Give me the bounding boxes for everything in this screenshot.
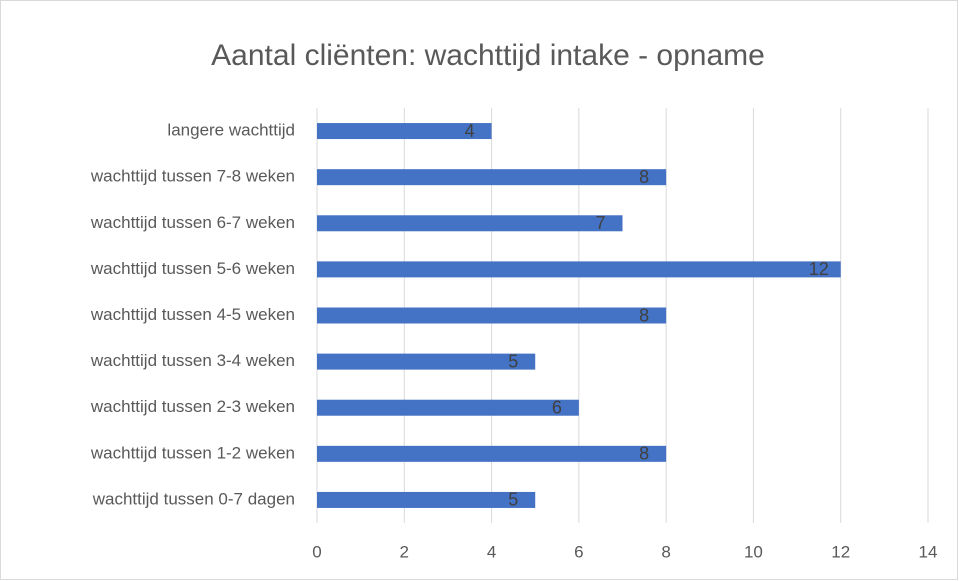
x-tick-label: 8 xyxy=(661,542,670,561)
x-tick-label: 10 xyxy=(744,542,763,561)
bar xyxy=(317,215,623,232)
data-label: 7 xyxy=(595,213,605,233)
bar xyxy=(317,261,841,278)
data-label: 8 xyxy=(639,444,649,464)
bar xyxy=(317,445,667,462)
x-tick-label: 12 xyxy=(831,542,850,561)
bar xyxy=(317,399,579,416)
y-tick-label: wachttijd tussen 3-4 weken xyxy=(90,351,295,370)
y-tick-label: wachttijd tussen 1-2 weken xyxy=(90,443,295,462)
data-label: 8 xyxy=(639,305,649,325)
bar xyxy=(317,307,667,324)
data-label: 5 xyxy=(508,351,518,371)
x-tick-label: 4 xyxy=(487,542,496,561)
x-tick-label: 0 xyxy=(312,542,321,561)
bar xyxy=(317,491,536,508)
bar xyxy=(317,353,536,370)
x-tick-label: 14 xyxy=(919,542,938,561)
x-tick-label: 6 xyxy=(574,542,583,561)
y-tick-label: wachttijd tussen 5-6 weken xyxy=(90,259,295,278)
data-label: 8 xyxy=(639,167,649,187)
y-tick-label: langere wachttijd xyxy=(167,121,295,140)
y-tick-label: wachttijd tussen 6-7 weken xyxy=(90,213,295,232)
y-tick-label: wachttijd tussen 7-8 weken xyxy=(90,167,295,186)
bar xyxy=(317,169,667,186)
y-tick-label: wachttijd tussen 0-7 dagen xyxy=(92,489,295,508)
chart-title: Aantal cliënten: wachttijd intake - opna… xyxy=(211,39,765,72)
data-label: 6 xyxy=(552,397,562,417)
data-label: 12 xyxy=(809,259,829,279)
y-tick-label: wachttijd tussen 4-5 weken xyxy=(90,305,295,324)
data-label: 4 xyxy=(465,121,475,141)
bar xyxy=(317,123,492,140)
x-tick-label: 2 xyxy=(400,542,409,561)
y-tick-label: wachttijd tussen 2-3 weken xyxy=(90,397,295,416)
data-label: 5 xyxy=(508,490,518,510)
